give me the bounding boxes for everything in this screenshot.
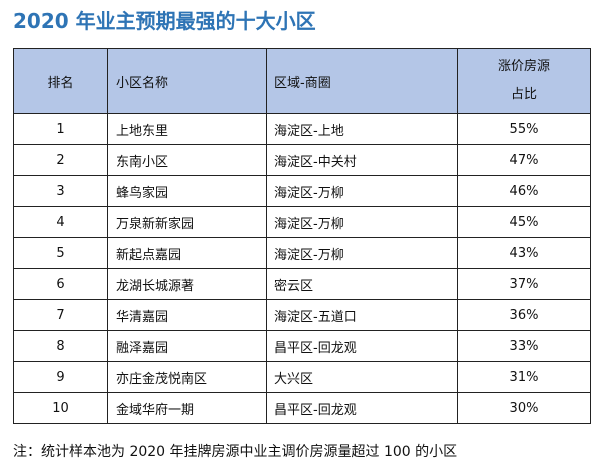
table-body: 1 上地东里 海淀区-上地 55% 2 东南小区 海淀区-中关村 47% 3 蜂… — [13, 113, 591, 424]
cell-district-area: 海淀区-上地 — [266, 113, 458, 145]
header-rank: 排名 — [13, 48, 108, 114]
cell-community-name: 华清嘉园 — [107, 299, 267, 331]
cell-price-rise-share: 33% — [457, 330, 591, 362]
cell-rank: 3 — [13, 175, 108, 207]
cell-district-area: 昌平区-回龙观 — [266, 392, 458, 424]
table-row: 5 新起点嘉园 海淀区-万柳 43% — [13, 237, 591, 269]
cell-community-name: 金域华府一期 — [107, 392, 267, 424]
table-row: 6 龙湖长城源著 密云区 37% — [13, 268, 591, 300]
cell-district-area: 海淀区-万柳 — [266, 175, 458, 207]
table-row: 3 蜂鸟家园 海淀区-万柳 46% — [13, 175, 591, 207]
table-row: 9 亦庄金茂悦南区 大兴区 31% — [13, 361, 591, 393]
cell-price-rise-share: 36% — [457, 299, 591, 331]
cell-district-area: 大兴区 — [266, 361, 458, 393]
cell-district-area: 海淀区-万柳 — [266, 237, 458, 269]
cell-price-rise-share: 31% — [457, 361, 591, 393]
page-title: 2020 年业主预期最强的十大小区 — [13, 9, 316, 33]
cell-rank: 7 — [13, 299, 108, 331]
cell-district-area: 海淀区-五道口 — [266, 299, 458, 331]
cell-rank: 4 — [13, 206, 108, 238]
cell-community-name: 万泉新新家园 — [107, 206, 267, 238]
cell-district-area: 海淀区-中关村 — [266, 144, 458, 176]
cell-community-name: 融泽嘉园 — [107, 330, 267, 362]
cell-community-name: 东南小区 — [107, 144, 267, 176]
table-row: 10 金域华府一期 昌平区-回龙观 30% — [13, 392, 591, 424]
cell-district-area: 密云区 — [266, 268, 458, 300]
cell-community-name: 亦庄金茂悦南区 — [107, 361, 267, 393]
cell-rank: 10 — [13, 392, 108, 424]
header-district-area: 区域-商圈 — [266, 48, 458, 114]
cell-community-name: 新起点嘉园 — [107, 237, 267, 269]
header-price-rise-share: 涨价房源 占比 — [457, 48, 591, 114]
cell-rank: 2 — [13, 144, 108, 176]
table-row: 2 东南小区 海淀区-中关村 47% — [13, 144, 591, 176]
cell-community-name: 上地东里 — [107, 113, 267, 145]
table-row: 7 华清嘉园 海淀区-五道口 36% — [13, 299, 591, 331]
cell-price-rise-share: 45% — [457, 206, 591, 238]
cell-rank: 8 — [13, 330, 108, 362]
cell-community-name: 蜂鸟家园 — [107, 175, 267, 207]
cell-price-rise-share: 37% — [457, 268, 591, 300]
cell-price-rise-share: 43% — [457, 237, 591, 269]
cell-price-rise-share: 47% — [457, 144, 591, 176]
cell-price-rise-share: 55% — [457, 113, 591, 145]
header-price-rise-share-line2: 占比 — [510, 87, 537, 102]
cell-price-rise-share: 30% — [457, 392, 591, 424]
cell-rank: 5 — [13, 237, 108, 269]
table-header: 排名 小区名称 区域-商圈 涨价房源 占比 — [13, 48, 591, 114]
ranking-table: 排名 小区名称 区域-商圈 涨价房源 占比 1 上地东里 海淀区-上地 55% … — [13, 48, 591, 424]
cell-rank: 1 — [13, 113, 108, 145]
table-row: 8 融泽嘉园 昌平区-回龙观 33% — [13, 330, 591, 362]
cell-district-area: 昌平区-回龙观 — [266, 330, 458, 362]
table-row: 1 上地东里 海淀区-上地 55% — [13, 113, 591, 145]
footnote: 注：统计样本池为 2020 年挂牌房源中业主调价房源量超过 100 的小区 — [13, 444, 458, 460]
cell-rank: 6 — [13, 268, 108, 300]
header-row: 排名 小区名称 区域-商圈 涨价房源 占比 — [13, 48, 591, 114]
cell-community-name: 龙湖长城源著 — [107, 268, 267, 300]
table-row: 4 万泉新新家园 海淀区-万柳 45% — [13, 206, 591, 238]
cell-rank: 9 — [13, 361, 108, 393]
header-community-name: 小区名称 — [107, 48, 267, 114]
header-price-rise-share-line1: 涨价房源 — [497, 59, 550, 74]
cell-price-rise-share: 46% — [457, 175, 591, 207]
cell-district-area: 海淀区-万柳 — [266, 206, 458, 238]
